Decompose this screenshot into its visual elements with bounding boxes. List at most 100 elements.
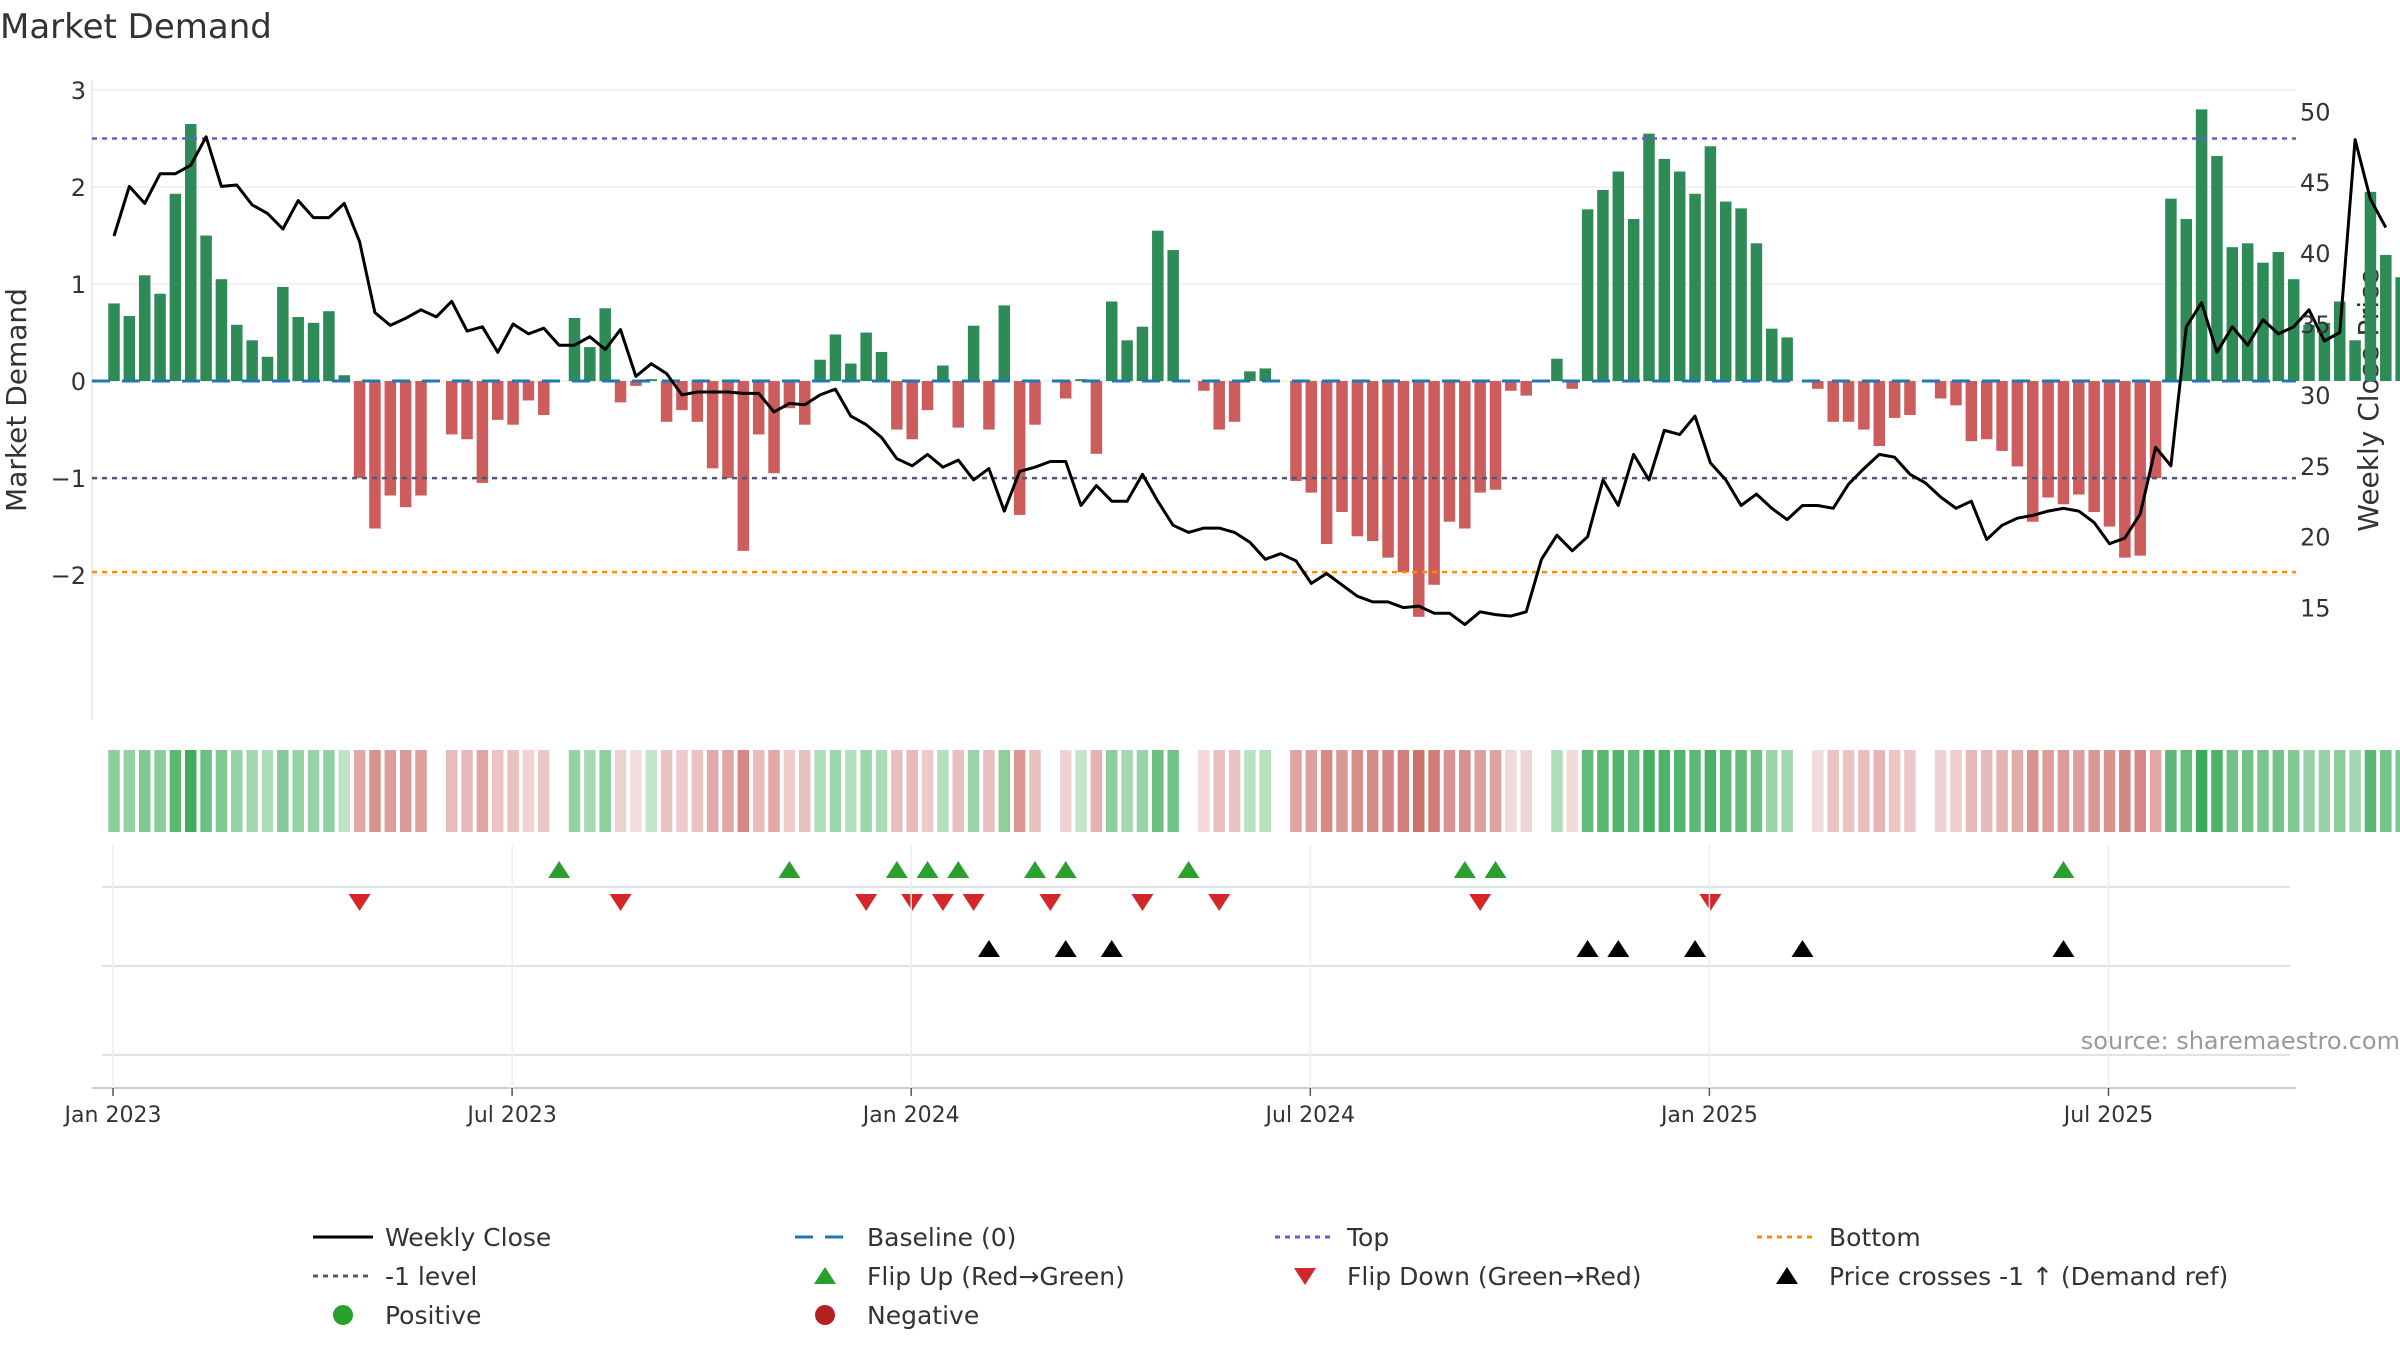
positive-demand-bar	[108, 303, 120, 382]
positive-demand-bar	[860, 332, 872, 382]
heat-cell	[1965, 750, 1978, 832]
price-cross-marker	[1791, 940, 1814, 957]
heat-cell	[1366, 750, 1379, 832]
price-cross-marker	[1054, 940, 1077, 957]
positive-demand-bar	[154, 293, 166, 382]
positive-demand-bar	[338, 375, 350, 382]
heat-cell	[1597, 750, 1609, 832]
left-tick-label: 2	[71, 174, 86, 202]
heat-cell	[1551, 750, 1563, 832]
heat-cell	[660, 750, 673, 832]
heat-cell	[2103, 750, 2116, 832]
positive-demand-bar	[2241, 243, 2254, 382]
right-tick-label: 30	[2300, 382, 2331, 410]
heat-cell	[1658, 750, 1671, 832]
negative-demand-bar	[906, 381, 918, 440]
heat-cell	[676, 750, 688, 832]
heat-cell	[2088, 750, 2100, 832]
negative-demand-bar	[1336, 381, 1348, 513]
heat-cell	[599, 750, 611, 832]
heat-cell	[338, 750, 350, 832]
heat-cell	[1827, 750, 1839, 832]
heat-cell	[2195, 750, 2208, 832]
positive-demand-bar	[645, 379, 657, 382]
negative-demand-bar	[2149, 381, 2162, 479]
negative-demand-bar	[507, 381, 519, 425]
positive-demand-bar	[1244, 371, 1256, 382]
heat-cell	[2149, 750, 2162, 832]
source-label: source: sharemaestro.com	[2081, 1027, 2400, 1055]
heat-cell	[169, 750, 182, 832]
heat-cell	[1305, 750, 1318, 832]
x-axis: Jan 2023 Jul 2023 Jan 2024 Jul 2024 Jan 2025…	[63, 845, 2296, 1128]
positive-demand-bar	[1152, 230, 1164, 382]
heat-cell	[507, 750, 519, 832]
positive-demand-bar	[169, 193, 182, 382]
negative-demand-bar	[2042, 381, 2054, 498]
heat-cell	[2380, 750, 2392, 832]
heat-cell	[1980, 750, 1993, 832]
heat-cell	[2334, 750, 2346, 832]
heat-cell	[154, 750, 166, 832]
heat-cell	[1136, 750, 1149, 832]
legend-label: -1 level	[385, 1262, 477, 1291]
negative-demand-bar	[2119, 381, 2131, 558]
positive-demand-bar	[1766, 328, 1778, 382]
negative-demand-bar	[1842, 381, 1855, 422]
negative-demand-bar	[2011, 381, 2024, 467]
negative-demand-bar	[891, 381, 903, 430]
heat-cell	[1351, 750, 1364, 832]
positive-demand-bar	[568, 317, 581, 382]
heat-cell	[1750, 750, 1763, 832]
positive-demand-bar	[2211, 155, 2223, 382]
heat-cell	[369, 750, 381, 832]
heat-cell	[2287, 750, 2300, 832]
negative-demand-bar	[1950, 381, 1962, 406]
heat-cell	[1781, 750, 1793, 832]
heat-cell	[1566, 750, 1578, 832]
positive-demand-bar	[231, 324, 243, 382]
heat-cell	[906, 750, 918, 832]
heat-cell	[1950, 750, 1962, 832]
heat-cell	[814, 750, 826, 832]
negative-demand-bar	[1888, 381, 1901, 418]
positive-demand-bar	[875, 351, 888, 382]
heat-cell	[1152, 750, 1164, 832]
positive-demand-bar	[1781, 337, 1793, 382]
flip-down-marker	[1131, 894, 1154, 911]
positive-demand-bar	[292, 317, 304, 382]
right-tick-label: 40	[2300, 240, 2331, 268]
positive-demand-bar	[2287, 279, 2300, 382]
heat-cell	[415, 750, 427, 832]
weekly-close-line	[112, 135, 2388, 627]
negative-demand-bar	[1029, 381, 1041, 425]
positive-demand-bar	[2272, 252, 2285, 382]
heat-cell	[584, 750, 596, 832]
negative-demand-bar	[2027, 381, 2039, 522]
left-tick-label: −1	[51, 465, 86, 493]
demand-heat-strip	[108, 750, 2400, 832]
positive-demand-bar	[2195, 109, 2208, 382]
heat-cell	[2180, 750, 2192, 832]
legend-label: Positive	[385, 1301, 481, 1330]
positive-demand-bar	[1597, 189, 1609, 382]
flip-down-marker	[1208, 894, 1231, 911]
right-tick-label: 15	[2300, 595, 2331, 623]
positive-demand-bar	[1121, 340, 1133, 382]
positive-demand-bar	[2226, 247, 2239, 382]
negative-demand-bar	[1489, 381, 1502, 490]
positive-demand-bar	[1106, 301, 1118, 382]
heat-cell	[231, 750, 243, 832]
legend-label: Price crosses -1 ↑ (Demand ref)	[1829, 1262, 2228, 1291]
legend-swatch-circle	[815, 1305, 835, 1325]
heat-cell	[138, 750, 151, 832]
positive-demand-bar	[2165, 198, 2177, 382]
positive-demand-bar	[1551, 358, 1563, 382]
right-tick-label: 25	[2300, 453, 2331, 481]
flip-up-marker	[1484, 861, 1507, 878]
legend-label: Bottom	[1829, 1223, 1921, 1252]
heat-cell	[1888, 750, 1901, 832]
positive-demand-bar	[2364, 191, 2377, 382]
legend-item: Top	[1275, 1223, 1389, 1252]
